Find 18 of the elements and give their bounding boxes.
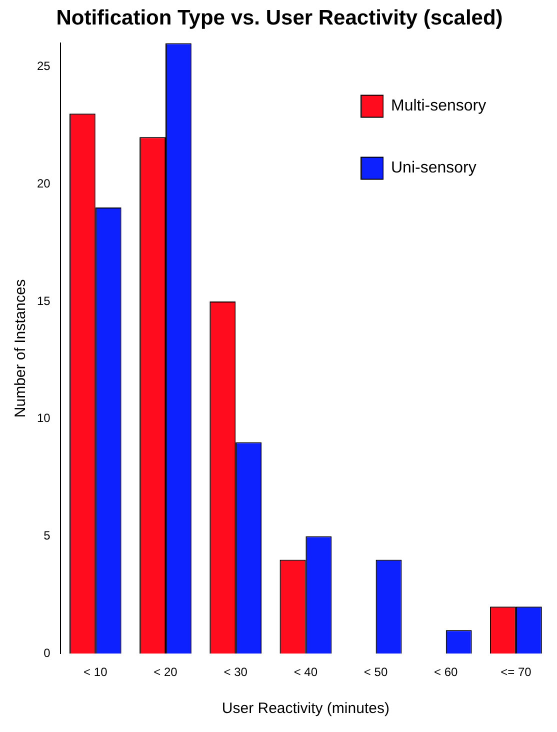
y-tick-label: 10 [36,411,51,426]
x-tick-label: < 20 [154,665,178,680]
x-tick-label: < 10 [84,665,108,680]
y-tick-label: 20 [36,176,51,190]
x-axis-title: User Reactivity (minutes) [222,700,390,718]
y-tick-label: 15 [36,294,51,308]
x-tick-label: < 40 [294,665,318,680]
x-tick-label: < 60 [434,665,458,680]
y-axis-title: Number of Instances [12,279,30,418]
y-tick-label: 0 [44,646,51,660]
x-tick-label: < 50 [364,665,388,680]
x-tick-label: <= 70 [500,665,532,680]
legend-label: Multi-sensory [391,98,486,115]
chart-title: Notification Type vs. User Reactivity (scaled) [56,6,503,30]
legend-label: Uni-sensory [391,160,476,177]
x-tick-label: < 30 [224,665,248,680]
y-tick-label: 25 [36,58,51,73]
y-tick-label: 5 [44,528,51,543]
